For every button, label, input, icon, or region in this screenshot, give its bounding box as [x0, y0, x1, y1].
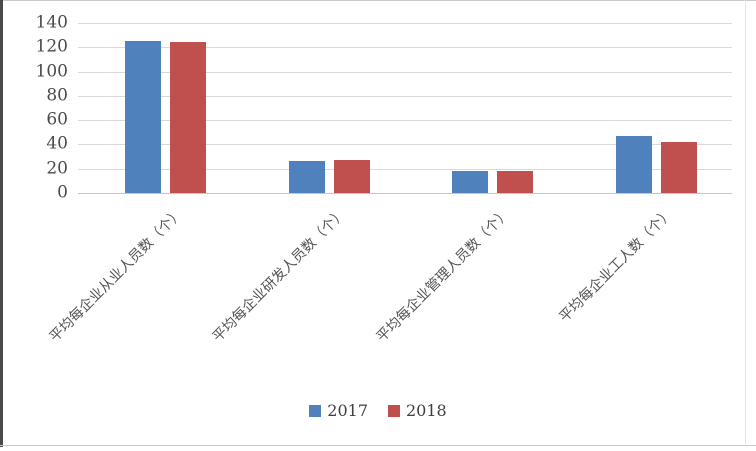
legend: 2017 2018	[0, 403, 756, 419]
frame-top-edge	[0, 0, 756, 1]
bar-2017-category-1	[125, 41, 162, 193]
bar-2018-category-2	[333, 160, 370, 193]
gridline-y-0	[78, 193, 732, 194]
y-tick-label-40: 40	[46, 133, 68, 154]
gridline-y-40	[78, 144, 732, 146]
legend-item-2017: 2017	[309, 403, 368, 419]
y-tick-label-100: 100	[35, 61, 68, 82]
legend-swatch-2018	[388, 405, 400, 417]
legend-item-2018: 2018	[388, 403, 447, 419]
y-tick-label-60: 60	[46, 109, 68, 130]
y-tick-label-0: 0	[57, 182, 68, 203]
category-label-3: 平均每企业管理人员数（个）	[373, 205, 514, 346]
bar-2017-category-4	[615, 135, 652, 193]
category-label-2: 平均每企业研发人员数（个）	[209, 205, 350, 346]
legend-label-2018: 2018	[406, 401, 447, 420]
bar-2018-category-3	[497, 171, 534, 193]
y-tick-label-120: 120	[35, 36, 68, 57]
legend-label-2017: 2017	[327, 401, 368, 420]
frame-left-edge	[0, 0, 3, 447]
gridline-y-80	[78, 95, 732, 97]
y-tick-label-140: 140	[35, 12, 68, 33]
bar-2017-category-3	[452, 171, 489, 193]
gridline-y-100	[78, 71, 732, 73]
frame-bottom-edge	[0, 445, 756, 446]
category-label-1: 平均每企业从业人员数（个）	[46, 205, 187, 346]
bar-2017-category-2	[288, 161, 325, 193]
y-tick-label-80: 80	[46, 85, 68, 106]
legend-swatch-2017	[309, 405, 322, 417]
gridline-y-20	[78, 168, 732, 170]
bar-2018-category-1	[170, 42, 207, 193]
y-tick-label-20: 20	[46, 158, 68, 179]
gridline-y-60	[78, 120, 732, 122]
category-label-4: 平均每企业工人数（个）	[556, 205, 677, 326]
bar-2018-category-4	[660, 142, 697, 193]
gridline-y-120	[78, 47, 732, 49]
plot-area	[78, 23, 732, 194]
frame-right-edge	[745, 0, 746, 445]
gridline-y-140	[78, 23, 732, 24]
